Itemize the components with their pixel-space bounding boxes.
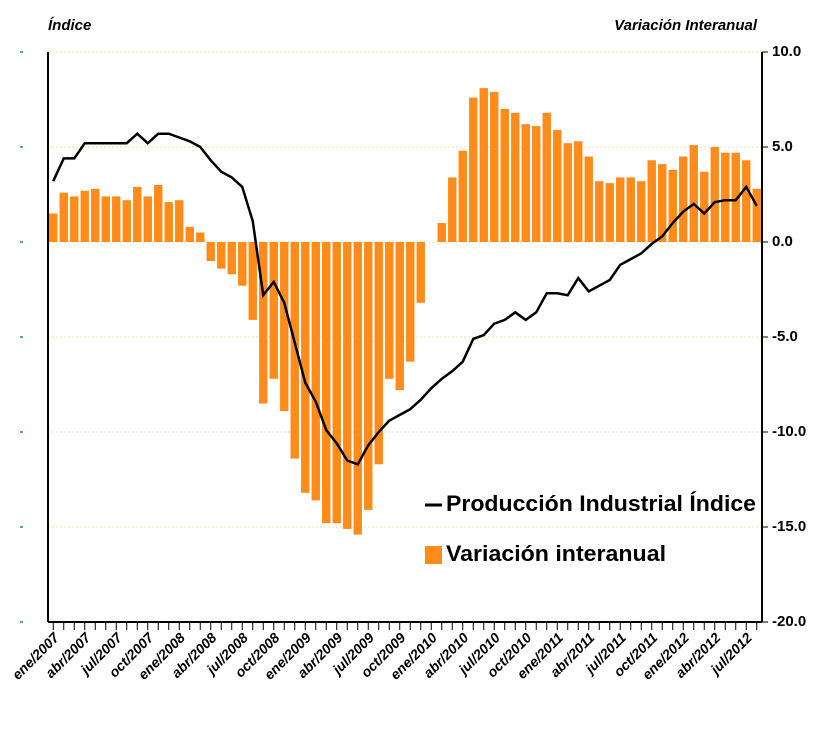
bar	[668, 169, 677, 242]
bar	[49, 213, 58, 242]
bar	[647, 160, 656, 242]
bar	[343, 242, 352, 529]
bar	[395, 242, 404, 391]
y-tick-label: -10.0	[772, 423, 806, 440]
bar	[605, 183, 614, 242]
bar	[637, 181, 646, 242]
bar	[185, 226, 194, 242]
line	[52, 132, 758, 466]
bar	[700, 171, 709, 242]
bar	[196, 232, 205, 242]
bar	[553, 129, 562, 242]
bar	[626, 177, 635, 242]
bar	[164, 202, 173, 242]
y-tick-label: -15.0	[772, 518, 806, 535]
bar	[70, 196, 79, 242]
y-axis-title-right: Variación Interanual	[614, 17, 758, 34]
legend-label: Producción Industrial Índice	[446, 491, 756, 516]
y-tick-label: 10.0	[772, 43, 801, 60]
bar	[280, 242, 289, 412]
bar	[59, 192, 68, 242]
bar	[227, 242, 236, 275]
bar	[689, 145, 698, 242]
bar	[290, 242, 299, 459]
y-tick-label: -20.0	[772, 613, 806, 630]
bar	[574, 141, 583, 242]
bar	[322, 242, 331, 524]
bar	[259, 242, 268, 404]
bar	[721, 152, 730, 242]
y-axis-title-left: Índice	[48, 17, 91, 34]
bar	[206, 242, 215, 261]
bar	[616, 177, 625, 242]
bar	[679, 156, 688, 242]
bar	[217, 242, 226, 269]
bar	[406, 242, 415, 362]
bar	[511, 112, 520, 242]
y-tick-label: 5.0	[772, 138, 793, 155]
bar	[301, 242, 310, 493]
bar	[742, 160, 751, 242]
bar	[458, 150, 467, 242]
bar	[448, 177, 457, 242]
bar	[731, 152, 740, 242]
bar	[364, 242, 373, 510]
legend-swatch	[425, 546, 442, 564]
bar	[143, 196, 152, 242]
bar	[490, 91, 499, 243]
bar	[416, 242, 425, 303]
bar	[542, 112, 551, 242]
y-tick-label: -5.0	[772, 328, 798, 345]
bar	[521, 124, 530, 242]
bar	[112, 196, 121, 242]
bar	[353, 242, 362, 535]
bar	[91, 188, 100, 242]
bar	[248, 242, 257, 320]
bar	[133, 186, 142, 242]
bar	[584, 156, 593, 242]
bar	[385, 242, 394, 379]
bar	[80, 190, 89, 242]
bar	[469, 97, 478, 242]
bar	[175, 200, 184, 242]
bar	[563, 143, 572, 242]
bar	[479, 88, 488, 242]
bar	[595, 181, 604, 242]
bar	[332, 242, 341, 524]
bar	[374, 242, 383, 465]
bar	[658, 164, 667, 242]
bar	[437, 223, 446, 242]
bar	[500, 109, 509, 242]
bar	[311, 242, 320, 501]
bar	[269, 242, 278, 379]
bar	[101, 196, 110, 242]
legend-label: Variación interanual	[446, 541, 666, 566]
bar	[752, 188, 761, 242]
bar	[532, 126, 541, 242]
bar	[154, 185, 163, 242]
bar	[238, 242, 247, 286]
y-tick-label: 0.0	[772, 233, 793, 250]
bar	[122, 200, 131, 242]
bar	[710, 147, 719, 242]
